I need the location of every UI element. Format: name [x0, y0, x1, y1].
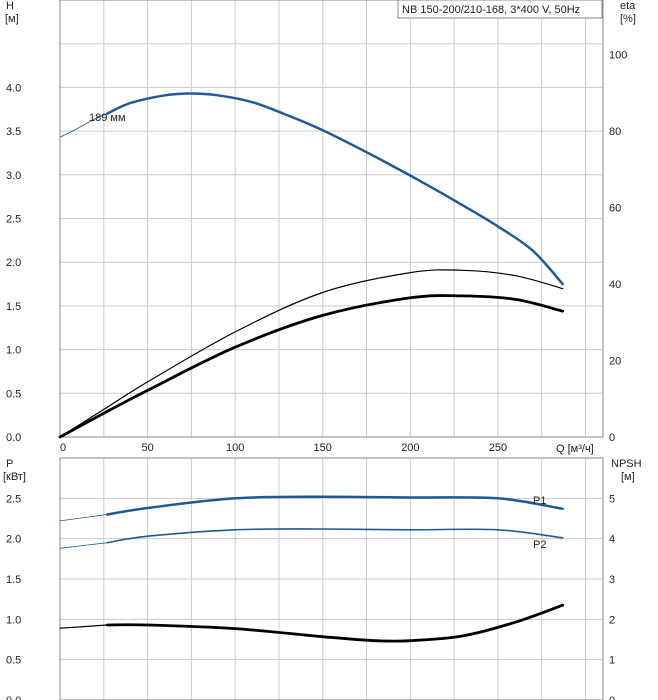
series-line-npsh-ext — [59, 624, 108, 629]
lower-plot-frame — [59, 457, 604, 700]
y-tick-label-left: 2.5 — [6, 493, 21, 505]
y-tick-label-left: 1.5 — [6, 574, 21, 586]
lower-grid — [60, 458, 603, 700]
p-axis-unit: [кВт] — [3, 471, 26, 483]
y-tick-label-left: 1.0 — [6, 614, 21, 626]
y-tick-label-left: 0.0 — [6, 695, 21, 700]
series-line-p1-ext — [59, 514, 108, 522]
q-axis-label: Q [м³/ч] — [556, 443, 594, 455]
y-tick-label-left: 4.0 — [6, 82, 21, 94]
upper-series-group — [58, 92, 565, 439]
y-tick-label-left: 0.0 — [6, 432, 21, 444]
y-tick-label-right: 5 — [609, 493, 615, 505]
series-line-p2-ext — [59, 542, 108, 549]
y-tick-label-right: 20 — [609, 356, 621, 368]
y-tick-label-right: 3 — [609, 574, 615, 586]
p1-series-label: P1 — [533, 495, 546, 507]
series-line-p1 — [106, 495, 564, 516]
y-tick-label-right: 80 — [609, 126, 621, 138]
p2-series-label: P2 — [533, 539, 546, 551]
series-line-h-ext — [59, 113, 108, 138]
y-tick-label-left: 1.0 — [6, 345, 21, 357]
y-tick-label-right: 40 — [609, 279, 621, 291]
y-tick-label-left: 2.0 — [6, 257, 21, 269]
npsh-axis-unit: [м] — [621, 471, 635, 483]
y-tick-label-right: 2 — [609, 614, 615, 626]
y-tick-label-right: 0 — [609, 695, 615, 700]
y-tick-label-left: 3.5 — [6, 126, 21, 138]
y-tick-label-right: 0 — [609, 432, 615, 444]
y-tick-label-left: 0.5 — [6, 655, 21, 667]
x-tick-label: 50 — [141, 442, 153, 454]
upper-plot-frame — [59, 0, 604, 438]
x-tick-label: 0 — [60, 442, 66, 454]
series-line-eta-thin — [59, 269, 564, 438]
y-tick-label-right: 60 — [609, 203, 621, 215]
y-tick-label-right: 100 — [609, 50, 627, 62]
lower-chart-panel: 0.0 0.5 1.0 1.5 2.0 2.5 0 1 2 3 4 5 P [кВт] NPSH [м… — [3, 457, 642, 700]
eta-axis-unit: [%] — [620, 13, 636, 25]
series-line-npsh — [105, 603, 565, 643]
lower-tick-labels: 0.0 0.5 1.0 1.5 2.0 2.5 0 1 2 3 4 5 — [6, 493, 615, 700]
series-line-p2 — [106, 528, 564, 544]
impeller-diameter-annotation: 189 мм — [89, 112, 126, 124]
series-line-eta — [58, 294, 565, 439]
y-tick-label-left: 1.5 — [6, 301, 21, 313]
x-tick-label: 200 — [401, 442, 419, 454]
x-tick-label: 150 — [314, 442, 332, 454]
y-tick-label-left: 0.5 — [6, 388, 21, 400]
y-tick-label-left: 3.0 — [6, 170, 21, 182]
upper-tick-labels: 0.0 0.5 1.0 1.5 2.0 2.5 3.0 3.5 4.0 0 20 40 60 80 100 0… — [6, 50, 627, 454]
y-tick-label-left: 2.0 — [6, 534, 21, 546]
x-tick-label: 100 — [226, 442, 244, 454]
x-tick-label: 250 — [489, 442, 507, 454]
y-tick-label-left: 2.5 — [6, 214, 21, 226]
title-box — [397, 0, 603, 19]
eta-axis-label: eta — [620, 0, 636, 12]
y-tick-label-right: 1 — [609, 655, 615, 667]
y-tick-label-right: 4 — [609, 534, 615, 546]
h-axis-label: H — [6, 0, 14, 12]
h-axis-unit: [м] — [5, 13, 19, 25]
upper-grid — [60, 0, 603, 437]
upper-chart-panel: 0.0 0.5 1.0 1.5 2.0 2.5 3.0 3.5 4.0 0 20 40 60 80 100 0… — [5, 0, 636, 455]
npsh-axis-label: NPSH — [611, 458, 642, 470]
lower-series-group — [59, 495, 565, 643]
chart-title: NB 150-200/210-168, 3*400 V, 50Hz — [402, 4, 580, 16]
series-line-h — [106, 92, 564, 286]
p-axis-label: P — [6, 458, 13, 470]
